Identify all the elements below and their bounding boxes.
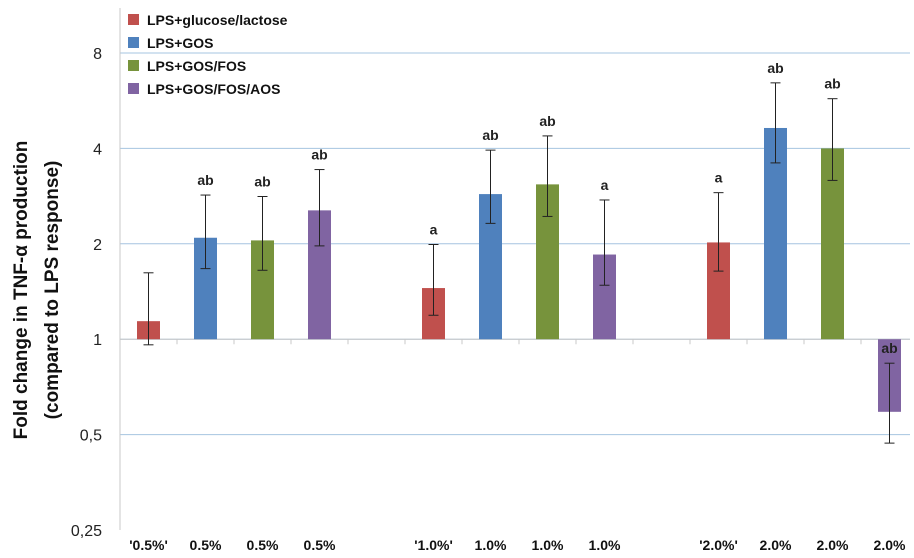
significance-label: ab xyxy=(767,60,783,76)
x-tick-label: 1.0% xyxy=(589,537,621,553)
significance-label: ab xyxy=(254,174,270,190)
legend-label: LPS+GOS/FOS/AOS xyxy=(147,80,281,97)
y-axis-title: Fold change in TNF-α production xyxy=(11,141,32,440)
x-tick-label: 0.5% xyxy=(247,537,279,553)
bar xyxy=(707,242,730,340)
bar xyxy=(479,194,502,340)
significance-label: a xyxy=(601,177,609,193)
bar xyxy=(194,237,217,340)
bar xyxy=(536,184,559,340)
y-axis-title-line2: (compared to LPS response) xyxy=(42,161,63,420)
y-tick-label: 0,5 xyxy=(80,428,102,445)
x-tick-label: '1.0%' xyxy=(414,537,453,553)
x-tick-label: 0.5% xyxy=(190,537,222,553)
legend-item-glucose-lactose: LPS+glucose/lactose xyxy=(128,8,287,31)
significance-label: ab xyxy=(824,76,840,92)
legend-swatch xyxy=(128,83,139,94)
x-tick-label: 2.0% xyxy=(874,537,906,553)
y-tick-label: 4 xyxy=(93,141,102,158)
bar xyxy=(251,240,274,340)
legend-swatch xyxy=(128,37,139,48)
x-tick-label: 0.5% xyxy=(304,537,336,553)
significance-label: a xyxy=(430,221,438,237)
bar xyxy=(593,254,616,340)
legend-swatch xyxy=(128,60,139,71)
legend-item-gos: LPS+GOS xyxy=(128,31,287,54)
significance-label: ab xyxy=(482,127,498,143)
x-tick-label: 1.0% xyxy=(475,537,507,553)
bar xyxy=(308,210,331,340)
legend-swatch xyxy=(128,14,139,25)
x-tick-label: 2.0% xyxy=(817,537,849,553)
y-tick-label: 1 xyxy=(93,332,102,349)
bar xyxy=(821,148,844,340)
x-tick-label: 1.0% xyxy=(532,537,564,553)
significance-label: ab xyxy=(881,340,897,356)
legend: LPS+glucose/lactose LPS+GOS LPS+GOS/FOS … xyxy=(128,8,287,100)
y-tick-label: 8 xyxy=(93,46,102,63)
legend-label: LPS+glucose/lactose xyxy=(147,11,288,28)
legend-item-gos-fos: LPS+GOS/FOS xyxy=(128,54,287,77)
legend-label: LPS+GOS/FOS xyxy=(147,57,247,74)
x-tick-label: '2.0%' xyxy=(699,537,738,553)
significance-label: ab xyxy=(539,113,555,129)
legend-item-gos-fos-aos: LPS+GOS/FOS/AOS xyxy=(128,77,287,100)
y-tick-label: 2 xyxy=(93,237,102,254)
significance-label: ab xyxy=(197,172,213,188)
significance-label: a xyxy=(715,170,723,186)
significance-label: ab xyxy=(311,147,327,163)
bar xyxy=(764,127,787,340)
y-tick-label: 0,25 xyxy=(71,523,102,540)
legend-label: LPS+GOS xyxy=(147,34,214,51)
x-tick-label: '0.5%' xyxy=(129,537,168,553)
x-tick-label: 2.0% xyxy=(760,537,792,553)
